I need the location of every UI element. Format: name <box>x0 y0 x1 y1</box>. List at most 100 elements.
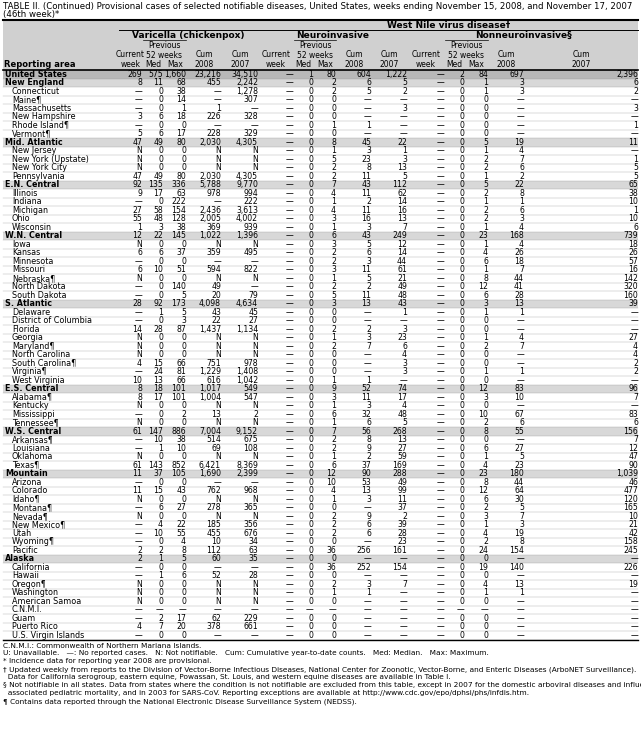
Text: N: N <box>137 240 142 249</box>
Text: —: — <box>437 79 444 87</box>
Text: Montana¶: Montana¶ <box>12 503 52 513</box>
Text: Previous
52 weeks: Previous 52 weeks <box>297 41 333 60</box>
Text: 0: 0 <box>459 172 464 181</box>
Text: 17: 17 <box>176 614 186 623</box>
Text: —: — <box>213 478 221 487</box>
Text: —: — <box>516 104 524 113</box>
Text: —: — <box>250 104 258 113</box>
Text: Guam: Guam <box>12 614 37 623</box>
Text: 49: 49 <box>211 282 221 291</box>
Text: 495: 495 <box>243 248 258 257</box>
Text: 7: 7 <box>633 393 638 401</box>
Text: —: — <box>437 197 444 206</box>
Text: 22: 22 <box>514 180 524 189</box>
Text: —: — <box>437 538 444 547</box>
Text: 0: 0 <box>483 121 488 130</box>
Text: N: N <box>215 452 221 461</box>
Text: 27: 27 <box>514 444 524 453</box>
Text: 0: 0 <box>308 572 313 581</box>
Text: 0: 0 <box>308 410 313 419</box>
Text: 1: 1 <box>331 333 336 342</box>
Text: 6: 6 <box>633 79 638 87</box>
Text: 852: 852 <box>171 460 186 469</box>
Text: 2,399: 2,399 <box>236 469 258 479</box>
Text: 0: 0 <box>181 350 186 359</box>
Text: District of Columbia: District of Columbia <box>12 316 92 325</box>
Text: 49: 49 <box>397 478 407 487</box>
Text: 15: 15 <box>153 486 163 495</box>
Text: —: — <box>213 257 221 266</box>
Text: 105: 105 <box>171 469 186 479</box>
Text: 23: 23 <box>397 333 407 342</box>
Text: 1: 1 <box>331 588 336 597</box>
Text: 0: 0 <box>483 376 488 385</box>
Text: 6: 6 <box>483 494 488 503</box>
Text: —: — <box>134 282 142 291</box>
Text: —: — <box>437 528 444 538</box>
Text: —: — <box>285 520 293 529</box>
Text: 3: 3 <box>158 223 163 232</box>
Text: 2: 2 <box>331 528 336 538</box>
Text: 23: 23 <box>397 538 407 547</box>
Text: —: — <box>437 333 444 342</box>
Text: —: — <box>250 478 258 487</box>
Text: —: — <box>285 588 293 597</box>
Text: —: — <box>399 588 407 597</box>
Text: 3: 3 <box>366 223 371 232</box>
Text: —: — <box>285 223 293 232</box>
Text: 11: 11 <box>153 79 163 87</box>
Text: 0: 0 <box>459 554 464 563</box>
Text: —: — <box>437 87 444 96</box>
Text: 0: 0 <box>158 333 163 342</box>
Text: 0: 0 <box>459 308 464 317</box>
Text: 0: 0 <box>331 596 336 606</box>
Text: 0: 0 <box>459 138 464 147</box>
Text: —: — <box>437 562 444 572</box>
Text: Tennessee¶: Tennessee¶ <box>12 418 59 427</box>
Text: —: — <box>480 606 488 614</box>
Text: 10: 10 <box>132 376 142 385</box>
Text: Mississippi: Mississippi <box>12 410 54 419</box>
Text: —: — <box>437 588 444 597</box>
Text: 2: 2 <box>331 325 336 333</box>
Text: 0: 0 <box>308 460 313 469</box>
Text: —: — <box>250 257 258 266</box>
Text: N: N <box>137 512 142 521</box>
Text: 0: 0 <box>158 478 163 487</box>
Text: N: N <box>137 580 142 589</box>
Text: Wyoming¶: Wyoming¶ <box>12 538 55 547</box>
Text: Rhode Island¶: Rhode Island¶ <box>12 121 69 130</box>
Text: —: — <box>437 444 444 453</box>
Text: 978: 978 <box>244 359 258 367</box>
Text: 48: 48 <box>397 291 407 299</box>
Text: 0: 0 <box>483 401 488 411</box>
Text: 4,305: 4,305 <box>236 138 258 147</box>
Text: N: N <box>137 418 142 427</box>
Text: 0: 0 <box>308 308 313 317</box>
Text: —: — <box>437 70 444 79</box>
Text: —: — <box>134 520 142 529</box>
Text: 12: 12 <box>326 469 336 479</box>
Text: 328: 328 <box>244 112 258 121</box>
Text: —: — <box>437 265 444 274</box>
Text: 0: 0 <box>459 146 464 155</box>
Text: 154: 154 <box>171 206 186 215</box>
Text: 0: 0 <box>483 350 488 359</box>
Text: 0: 0 <box>483 572 488 581</box>
Text: 6: 6 <box>519 163 524 172</box>
Text: W.S. Central: W.S. Central <box>5 426 62 435</box>
Text: (46th week)*: (46th week)* <box>3 10 59 19</box>
Text: —: — <box>285 350 293 359</box>
Text: 6: 6 <box>137 248 142 257</box>
Text: —: — <box>285 95 293 104</box>
Text: 7: 7 <box>519 342 524 351</box>
Text: 0: 0 <box>459 486 464 495</box>
Text: 3: 3 <box>366 333 371 342</box>
Text: 0: 0 <box>459 206 464 215</box>
Text: 4: 4 <box>519 333 524 342</box>
Text: 1: 1 <box>483 367 488 376</box>
Text: C.N.M.I.: Commonwealth of Northern Mariana Islands.: C.N.M.I.: Commonwealth of Northern Maria… <box>3 643 201 649</box>
Text: 10: 10 <box>628 512 638 521</box>
Text: Indiana: Indiana <box>12 197 42 206</box>
Text: 0: 0 <box>459 503 464 513</box>
